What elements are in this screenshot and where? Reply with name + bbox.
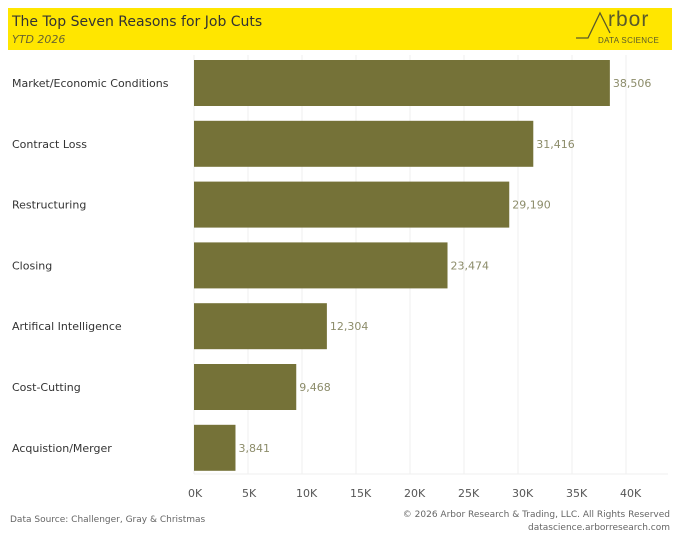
- x-axis-ticks: 0K 5K 10K 15K 20K 25K 30K 35K 40K: [188, 487, 642, 500]
- bars: [194, 60, 610, 471]
- value-label: 31,416: [536, 138, 575, 151]
- x-tick-label: 35K: [566, 487, 588, 500]
- x-tick-label: 40K: [620, 487, 642, 500]
- value-label: 29,190: [512, 199, 551, 212]
- category-label: Acquistion/Merger: [12, 442, 112, 455]
- category-label: Closing: [12, 259, 52, 272]
- bar[interactable]: [194, 181, 510, 228]
- x-tick-label: 15K: [350, 487, 372, 500]
- value-label: 12,304: [330, 320, 369, 333]
- bar[interactable]: [194, 303, 327, 350]
- bar[interactable]: [194, 242, 448, 289]
- x-tick-label: 30K: [512, 487, 534, 500]
- category-label: Cost-Cutting: [12, 381, 81, 394]
- category-label: Artifical Intelligence: [12, 320, 122, 333]
- chart-title: The Top Seven Reasons for Job Cuts: [12, 14, 263, 30]
- x-tick-label: 20K: [404, 487, 426, 500]
- header-banner: The Top Seven Reasons for Job Cuts YTD 2…: [8, 8, 672, 50]
- copyright-block: © 2026 Arbor Research & Trading, LLC. Al…: [403, 509, 670, 535]
- value-label: 3,841: [238, 442, 269, 455]
- value-label: 38,506: [613, 77, 652, 90]
- x-tick-label: 5K: [242, 487, 257, 500]
- bar[interactable]: [194, 120, 534, 167]
- logo-wordmark: rbor: [608, 8, 650, 31]
- chart-subtitle: YTD 2026: [12, 33, 66, 46]
- arbor-logo: rbor DATA SCIENCE: [574, 8, 664, 49]
- labels: Market/Economic Conditions 38,506 Contract…: [12, 77, 651, 455]
- value-label: 9,468: [299, 381, 331, 394]
- category-label: Contract Loss: [12, 138, 87, 151]
- arbor-a-line-icon: [576, 11, 611, 39]
- data-source: Data Source: Challenger, Gray & Christma…: [10, 515, 206, 525]
- category-label: Market/Economic Conditions: [12, 77, 169, 90]
- bar[interactable]: [194, 364, 297, 410]
- copyright-text: © 2026 Arbor Research & Trading, LLC. Al…: [402, 510, 670, 520]
- value-label: 23,474: [451, 259, 490, 272]
- category-label: Restructuring: [12, 199, 86, 212]
- bar[interactable]: [194, 60, 610, 106]
- x-tick-label: 10K: [296, 487, 318, 500]
- x-tick-label: 0K: [188, 487, 203, 500]
- logo-subtitle: DATA SCIENCE: [598, 36, 660, 45]
- website-link[interactable]: datascience.arborresearch.com: [528, 523, 670, 533]
- bar[interactable]: [194, 424, 236, 471]
- x-tick-label: 25K: [458, 487, 480, 500]
